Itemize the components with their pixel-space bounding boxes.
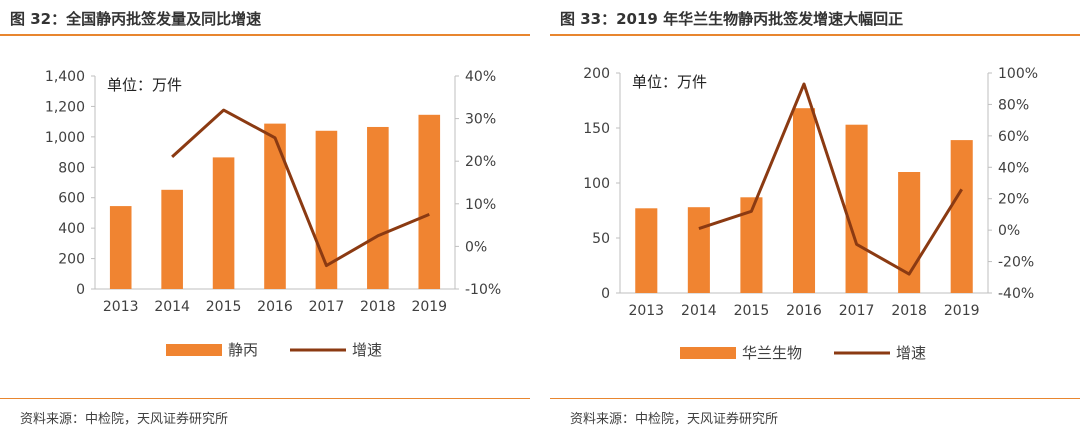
y-left-tick-label: 600: [58, 191, 85, 207]
y-left-tick-label: 1,400: [45, 69, 85, 85]
bar-2019: [418, 114, 441, 290]
bar-2015: [740, 197, 763, 293]
x-tick-label: 2019: [944, 303, 980, 319]
title-rule: [0, 34, 530, 36]
chart-panel-left: 图 32：全国静丙批签发量及同比增速 0 200 400 600 800 1,000 1,2…: [0, 0, 530, 429]
bar-2018: [367, 126, 389, 289]
bar-2013: [109, 206, 132, 289]
source-note: 资料来源：中检院，天风证券研究所: [570, 412, 779, 427]
chart-national-ivig: 0 200 400 600 800 1,000 1,200 1,400 -10% 0% 10% 20%…: [45, 69, 501, 359]
x-tick-label: 2018: [360, 299, 396, 315]
bar-2019: [950, 140, 973, 293]
y-left-tick-label: 50: [592, 231, 610, 247]
y-left-tick-label: 0: [76, 282, 85, 298]
legend-label: 增速: [352, 341, 382, 359]
legend-label: 增速: [896, 344, 926, 362]
x-tick-label: 2013: [103, 299, 139, 315]
bar-2016: [792, 108, 816, 293]
x-tick-label: 2017: [839, 303, 875, 319]
x-tick-label: 2015: [734, 303, 770, 319]
y-right-tick-label: 40%: [465, 69, 496, 85]
y-right-tick-label: 0%: [465, 239, 487, 255]
y-right-tick-label: 0%: [998, 223, 1020, 239]
unit-label: 单位：万件: [107, 76, 182, 94]
y-left-tick-label: 150: [583, 121, 610, 137]
bar-2016: [264, 123, 286, 289]
y-right-tick-label: -20%: [998, 255, 1034, 271]
legend-swatch-bar: [166, 344, 222, 356]
growth-line: [698, 82, 963, 276]
chart-title: 图 33：2019 年华兰生物静丙批签发增速大幅回正: [560, 10, 904, 28]
y-right-tick-label: 20%: [465, 154, 496, 170]
y-right-tick-label: 30%: [465, 112, 496, 128]
y-right-tick-label: 80%: [998, 97, 1029, 113]
y-left-tick-label: 400: [58, 221, 85, 237]
y-right-tick-label: 10%: [465, 197, 496, 213]
y-right-tick-label: -40%: [998, 286, 1034, 302]
source-rule: [0, 398, 530, 399]
x-tick-label: 2018: [891, 303, 927, 319]
x-tick-label: 2019: [411, 299, 447, 315]
source-rule: [550, 398, 1080, 399]
legend-swatch-bar: [680, 347, 736, 359]
y-right-tick-label: 40%: [998, 160, 1029, 176]
x-tick-label: 2015: [206, 299, 242, 315]
growth-line: [171, 108, 430, 268]
legend-label: 华兰生物: [742, 344, 802, 362]
y-right-tick-label: 100%: [998, 66, 1038, 82]
y-right-tick-label: -10%: [465, 282, 501, 298]
y-left-tick-label: 1,000: [45, 130, 85, 146]
x-tick-label: 2013: [628, 303, 664, 319]
bar-2014: [161, 189, 183, 289]
x-tick-label: 2016: [786, 303, 822, 319]
y-left-tick-label: 200: [583, 66, 610, 82]
x-tick-label: 2017: [309, 299, 345, 315]
y-right-tick-label: 20%: [998, 192, 1029, 208]
x-tick-label: 2014: [154, 299, 190, 315]
bar-2013: [635, 208, 658, 293]
chart-panel-right: 图 33：2019 年华兰生物静丙批签发增速大幅回正 0 50 100 150 200 -…: [550, 0, 1080, 429]
y-left-tick-label: 800: [58, 160, 85, 176]
y-left-tick-label: 100: [583, 176, 610, 192]
legend-label: 静丙: [228, 341, 258, 359]
y-right-tick-label: 60%: [998, 129, 1029, 145]
bar-2014: [687, 207, 710, 293]
y-left-tick-label: 0: [601, 286, 610, 302]
x-tick-label: 2016: [257, 299, 293, 315]
y-left-tick-label: 200: [58, 252, 85, 268]
bar-2017: [845, 124, 868, 293]
chart-title: 图 32：全国静丙批签发量及同比增速: [10, 10, 262, 28]
chart-hualan-ivig: 0 50 100 150 200 -40% -20% 0% 20% 40% 60% 80% 100% 20…: [583, 66, 1038, 362]
source-note: 资料来源：中检院，天风证券研究所: [20, 412, 229, 427]
unit-label: 单位：万件: [632, 73, 707, 91]
title-rule: [550, 34, 1080, 36]
y-left-tick-label: 1,200: [45, 99, 85, 115]
bar-2015: [212, 157, 235, 289]
x-tick-label: 2014: [681, 303, 717, 319]
